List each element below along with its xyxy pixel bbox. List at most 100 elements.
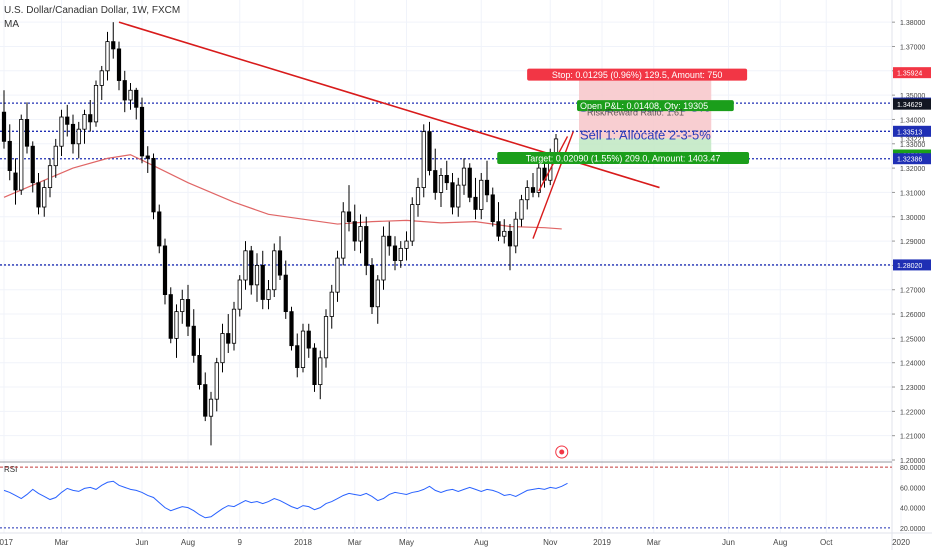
candle (249, 245, 254, 295)
candle-body (312, 347, 317, 385)
price-tick-label: 1.35000 (900, 93, 925, 100)
candle-body (220, 333, 225, 364)
candle-body (398, 247, 403, 261)
candle-body (318, 357, 323, 385)
price-badge: 1.33221 (900, 136, 925, 143)
candle-body (473, 196, 478, 210)
candle (220, 323, 225, 373)
candle-body (421, 131, 426, 188)
stop-label: Stop: 0.01295 (0.96%) 129.5, Amount: 750 (527, 68, 748, 81)
price-badge-bg (893, 98, 931, 110)
candle-body (519, 199, 524, 220)
candle (7, 124, 12, 181)
candle-body (254, 265, 260, 286)
candle-body (191, 325, 196, 356)
rsi-tick-label: 60.0000 (900, 485, 925, 492)
candle (277, 236, 283, 280)
candle-body (59, 116, 64, 147)
candle-body (484, 179, 490, 196)
candle-body (19, 119, 24, 191)
candle-body (243, 250, 248, 281)
candle-body (306, 330, 311, 349)
price-tick-label: 1.30000 (900, 215, 925, 222)
candle (65, 104, 70, 137)
candle-body (203, 384, 208, 417)
candle-body (329, 291, 334, 317)
candle-body (47, 165, 53, 188)
event-icon[interactable] (555, 445, 569, 459)
candle (312, 343, 317, 392)
stop-label-text: Stop: 0.01295 (0.96%) 129.5, Amount: 750 (552, 70, 723, 80)
time-tick-label: 2017 (0, 538, 13, 547)
candle-body (105, 41, 110, 72)
candle (226, 314, 231, 353)
candle (254, 253, 260, 302)
time-tick-label: Jun (722, 538, 735, 547)
candle-body (283, 274, 288, 313)
candle-body (427, 131, 432, 171)
candle (283, 260, 288, 319)
candle-body (111, 41, 116, 50)
price-tick-label: 1.21000 (900, 434, 925, 441)
candle-body (42, 187, 47, 208)
candle (404, 231, 409, 261)
candle (70, 114, 76, 154)
event-icon-dot (559, 449, 565, 455)
price-badge: 1.28020 (893, 259, 931, 271)
candle-body (237, 279, 242, 310)
rsi-tick-label: 80.0000 (900, 465, 925, 472)
candle (318, 350, 323, 400)
price-badge-label: 1.33221 (900, 136, 925, 143)
target-label: Target: 0.02090 (1.55%) 209.0, Amount: 1… (497, 151, 750, 164)
candle (128, 82, 133, 110)
candle (387, 221, 392, 256)
candle (243, 241, 248, 290)
candle (467, 163, 472, 203)
candle-body (197, 355, 202, 385)
candle (341, 202, 346, 266)
candle-body (145, 155, 150, 159)
candle (433, 148, 438, 200)
rsi-tick-label: 20.0000 (900, 526, 925, 533)
candle-body (231, 308, 237, 344)
candle (47, 158, 53, 198)
candle-body (352, 221, 357, 242)
candle-body (162, 245, 168, 295)
candle (421, 124, 426, 198)
price-badge: 1.32386 (893, 153, 931, 165)
price-badge: 1.34629 (893, 98, 931, 110)
candle-body (392, 245, 398, 261)
candle (369, 258, 375, 315)
target-label-text: Target: 0.02090 (1.55%) 209.0, Amount: 1… (526, 153, 721, 163)
time-tick-label: Aug (181, 538, 195, 547)
candle (289, 306, 294, 351)
candle-body (151, 157, 156, 213)
candle (525, 180, 530, 210)
time-tick-label: Jun (136, 538, 149, 547)
candle (473, 177, 478, 220)
candle (157, 204, 162, 254)
candle (364, 216, 369, 276)
candle (99, 65, 104, 100)
candle (174, 304, 179, 358)
candle (496, 202, 501, 242)
candle-body (358, 226, 363, 242)
rising-channel-line (532, 131, 574, 239)
candle (111, 22, 116, 59)
candle-body (122, 80, 127, 101)
candle (116, 41, 122, 91)
candle (410, 197, 415, 246)
candle (352, 204, 357, 251)
candle-body (76, 128, 81, 145)
candle (42, 180, 47, 217)
candle-body (438, 175, 444, 193)
candle (295, 333, 300, 378)
candle (335, 250, 340, 302)
candle-body (116, 48, 122, 81)
candle (76, 121, 81, 159)
candle-body (387, 235, 392, 247)
candle-body (289, 311, 294, 347)
price-tick-label: 1.24000 (900, 361, 925, 368)
